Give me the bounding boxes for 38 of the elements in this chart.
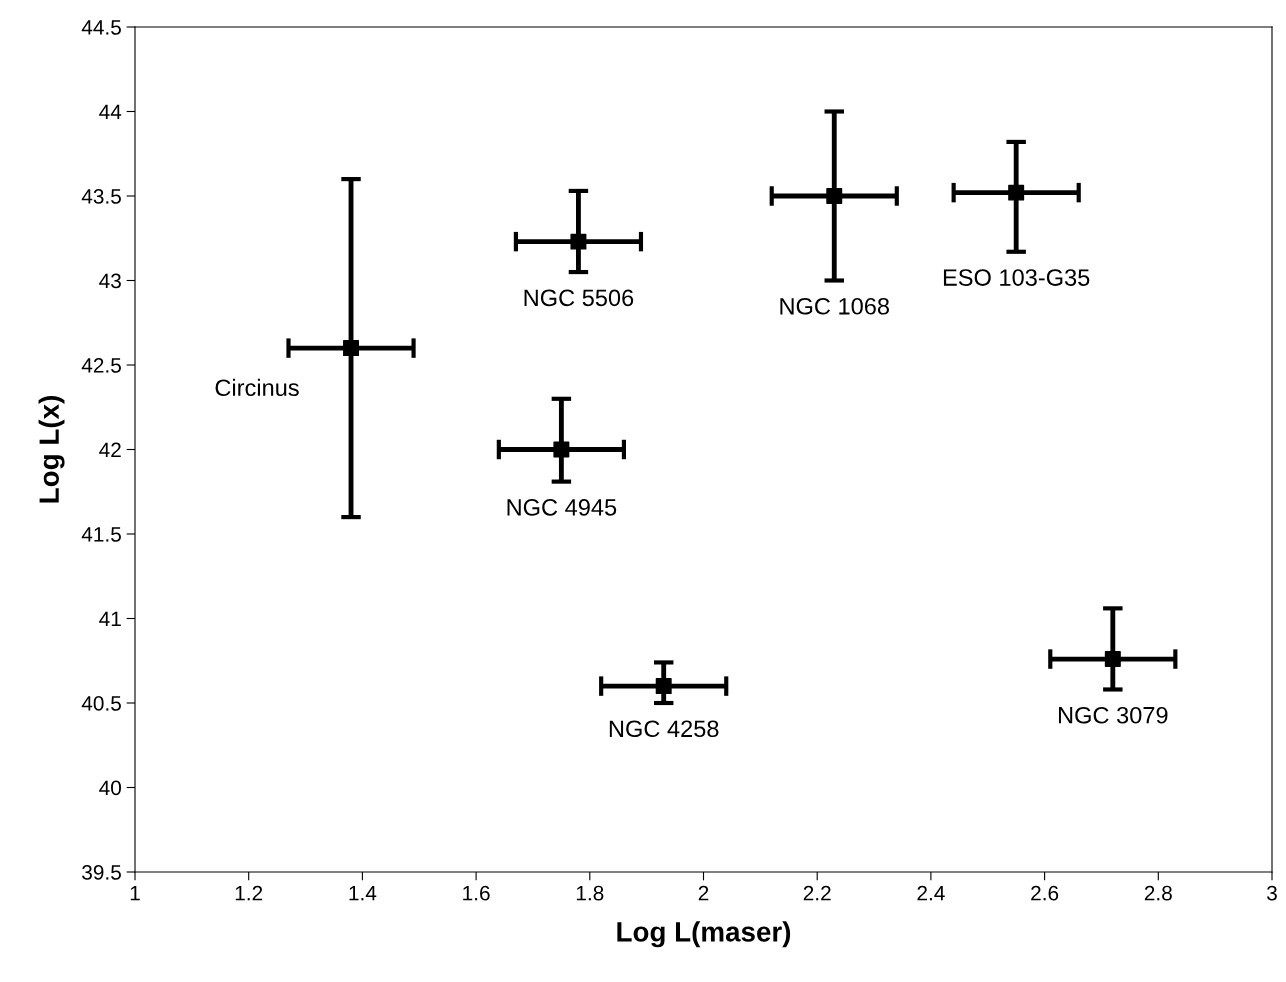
annotation: ESO 103-G35 [943, 269, 1090, 286]
x-tick-label: 1.4 [349, 885, 377, 901]
x-tick-label: 2.6 [1031, 885, 1059, 901]
x-tick-label: 1.6 [463, 885, 490, 901]
point [826, 188, 843, 204]
point [655, 678, 672, 695]
y-tick-label: 42.5 [81, 358, 121, 373]
annotation: NGC 5506 [524, 289, 634, 307]
y-tick-label: 40 [99, 780, 121, 796]
y-axis-title: Log L(x) [38, 396, 65, 503]
y-tick-label: 43.5 [81, 189, 121, 204]
y-tick-label: 40.5 [81, 696, 121, 711]
x-axis-title: Log L(maser) [617, 921, 791, 948]
y-tick-label: 44 [99, 104, 122, 120]
annotation: Circinus [215, 378, 299, 397]
y-tick-label: 44.5 [81, 20, 121, 35]
point [343, 340, 360, 357]
annotation: NGC 1068 [780, 297, 890, 315]
x-tick-label: 2.2 [803, 885, 831, 901]
annotation: NGC 3079 [1058, 706, 1168, 724]
x-tick-label: 2.4 [917, 885, 945, 901]
point [570, 233, 587, 250]
x-tick-label: 2.8 [1144, 885, 1172, 901]
annotation: NGC 4945 [507, 499, 617, 516]
x-tick-label: 1.8 [576, 885, 604, 901]
point [1008, 184, 1025, 201]
annotation: NGC 4258 [609, 720, 719, 738]
x-tick-label: 1 [130, 885, 140, 901]
point [1104, 651, 1121, 668]
point [553, 441, 570, 458]
x-tick-label: 3 [1267, 885, 1277, 901]
y-tick-label: 43 [99, 273, 121, 289]
x-tick-label: 1.2 [235, 885, 263, 901]
y-tick-label: 41 [99, 611, 121, 627]
y-tick-label: 39.5 [82, 865, 121, 880]
y-tick-label: 41.5 [81, 527, 121, 542]
y-tick-label: 42 [99, 442, 121, 458]
x-tick-label: 2 [698, 885, 709, 901]
